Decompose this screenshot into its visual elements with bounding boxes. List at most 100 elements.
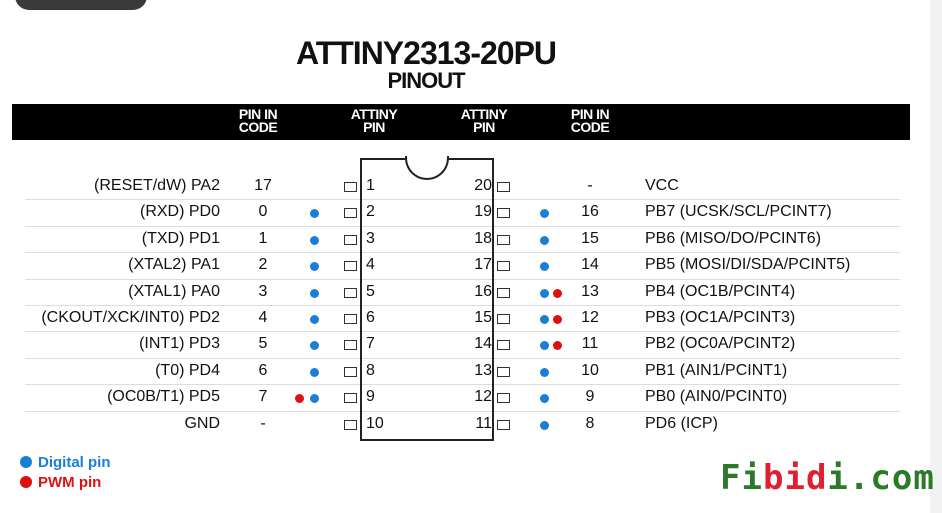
right-pin-number: 16 — [474, 282, 492, 300]
left-pin-name: GND — [184, 414, 220, 432]
right-pin-code: 13 — [581, 282, 599, 300]
left-pin-number: 10 — [366, 414, 384, 432]
left-pin-name: (RESET/dW) PA2 — [94, 177, 220, 194]
left-pin-lead — [344, 419, 357, 430]
legend-pwm-label: PWM pin — [38, 474, 102, 491]
right-pin-name: PB0 (AIN0/PCINT0) — [645, 388, 788, 406]
pwm-dot-icon — [553, 315, 562, 324]
right-pin-code: 10 — [581, 361, 599, 379]
right-pin-name: PB3 (OC1A/PCINT3) — [645, 309, 796, 326]
right-pin-lead — [497, 261, 510, 272]
left-pin-name: (INT1) PD3 — [139, 335, 220, 353]
left-pin-lead — [344, 314, 357, 324]
right-pin-name: PD6 (ICP) — [645, 414, 718, 432]
right-pin-lead — [497, 419, 510, 430]
digital-dot-icon — [310, 341, 319, 351]
left-pin-number: 9 — [366, 388, 375, 406]
left-pin-lead — [344, 366, 357, 377]
right-pin-number: 17 — [474, 256, 492, 274]
digital-dot-icon — [310, 315, 319, 324]
pin-row: GND - 10 11 8 PD6 (ICP) — [0, 412, 942, 438]
legend-digital-label: Digital pin — [38, 454, 111, 471]
digital-dot-icon — [540, 367, 549, 377]
left-pin-code: 4 — [258, 309, 268, 326]
left-pin-code: 6 — [258, 361, 268, 379]
right-pin-code: 12 — [581, 309, 599, 326]
left-pin-name: (T0) PD4 — [155, 361, 220, 379]
left-pin-lead — [344, 208, 357, 219]
digital-dot-icon — [540, 315, 549, 324]
row-divider — [25, 410, 900, 412]
pin-row: (RESET/dW) PA2 17 1 20 - VCC — [0, 174, 942, 200]
right-pin-number: 11 — [475, 414, 492, 432]
row-divider — [25, 357, 900, 359]
left-pin-lead — [344, 234, 357, 245]
digital-dot-icon — [540, 235, 549, 245]
left-pin-code: 2 — [258, 256, 268, 274]
left-pin-code: 1 — [258, 229, 268, 247]
right-pin-code: 11 — [581, 335, 599, 353]
left-pin-lead — [344, 340, 357, 351]
page-subtitle: PINOUT — [387, 68, 465, 93]
right-pin-number: 12 — [474, 388, 492, 406]
left-pin-name: (CKOUT/XCK/INT0) PD2 — [41, 309, 220, 326]
scrollbar-track[interactable] — [930, 0, 942, 513]
left-pin-number: 7 — [366, 335, 375, 353]
left-pin-code: 5 — [258, 335, 268, 353]
chip-body — [360, 158, 494, 441]
header-left-code: PIN IN CODE — [238, 106, 278, 135]
left-pin-code: - — [260, 414, 266, 432]
pwm-dot-icon — [553, 288, 562, 298]
digital-dot-icon — [540, 209, 549, 219]
right-pin-lead — [497, 208, 510, 219]
pin-row: (XTAL1) PA0 3 5 16 13 PB4 (OC1B/PCINT4) — [0, 280, 942, 306]
right-pin-number: 19 — [474, 203, 492, 221]
right-pin-lead — [497, 393, 510, 404]
digital-dot-icon — [540, 394, 549, 404]
pin-row: (INT1) PD3 5 7 14 11 PB2 (OC0A/PCINT2) — [0, 332, 942, 358]
digital-dot-icon — [540, 262, 549, 272]
row-divider — [25, 225, 900, 227]
left-pin-number: 8 — [366, 361, 375, 379]
right-pin-code: 15 — [581, 229, 599, 247]
pwm-dot-icon — [553, 341, 562, 351]
left-pin-name: (XTAL1) PA0 — [128, 282, 220, 300]
digital-dot-icon — [540, 341, 549, 351]
fibidi-logo: Fibidi.com — [720, 458, 935, 498]
left-pin-code: 3 — [258, 282, 268, 300]
digital-dot-icon — [310, 394, 319, 404]
right-pin-code: 16 — [581, 203, 599, 221]
right-pin-name: PB6 (MISO/DO/PCINT6) — [645, 229, 822, 247]
header-right-pin: ATTINY PIN — [460, 106, 508, 135]
pin-row: (RXD) PD0 0 2 19 16 PB7 (UCSK/SCL/PCINT7) — [0, 200, 942, 226]
right-pin-lead — [497, 340, 510, 351]
legend-digital: Digital pin — [20, 454, 111, 471]
right-pin-code: - — [587, 177, 593, 194]
left-pin-number: 4 — [366, 256, 375, 274]
right-pin-number: 13 — [474, 361, 492, 379]
right-pin-name: PB1 (AIN1/PCINT1) — [645, 361, 788, 379]
left-pin-lead — [344, 287, 357, 298]
right-pin-name: PB5 (MOSI/DI/SDA/PCINT5) — [645, 256, 851, 274]
top-tab — [15, 0, 147, 10]
header-right-code: PIN IN CODE — [570, 106, 610, 135]
left-pin-number: 2 — [366, 203, 375, 221]
digital-dot-icon — [310, 367, 319, 377]
left-pin-name: (XTAL2) PA1 — [128, 256, 220, 274]
right-pin-lead — [497, 182, 510, 192]
pin-row: (OC0B/T1) PD5 7 9 12 9 PB0 (AIN0/PCINT0) — [0, 385, 942, 411]
right-pin-name: PB2 (OC0A/PCINT2) — [645, 335, 796, 353]
right-pin-number: 18 — [474, 229, 492, 247]
left-pin-code: 17 — [254, 177, 272, 194]
digital-dot-icon — [310, 288, 319, 298]
left-pin-name: (RXD) PD0 — [139, 203, 220, 221]
digital-dot-icon — [310, 262, 319, 272]
digital-dot-icon — [540, 288, 549, 298]
right-pin-lead — [497, 287, 510, 298]
right-pin-lead — [497, 366, 510, 377]
right-pin-lead — [497, 314, 510, 324]
pin-row: (XTAL2) PA1 2 4 17 14 PB5 (MOSI/DI/SDA/PCINT5… — [0, 253, 942, 279]
pin-row: (TXD) PD1 1 3 18 15 PB6 (MISO/DO/PCINT6) — [0, 227, 942, 253]
left-pin-number: 3 — [366, 229, 375, 247]
right-pin-number: 14 — [474, 335, 492, 353]
